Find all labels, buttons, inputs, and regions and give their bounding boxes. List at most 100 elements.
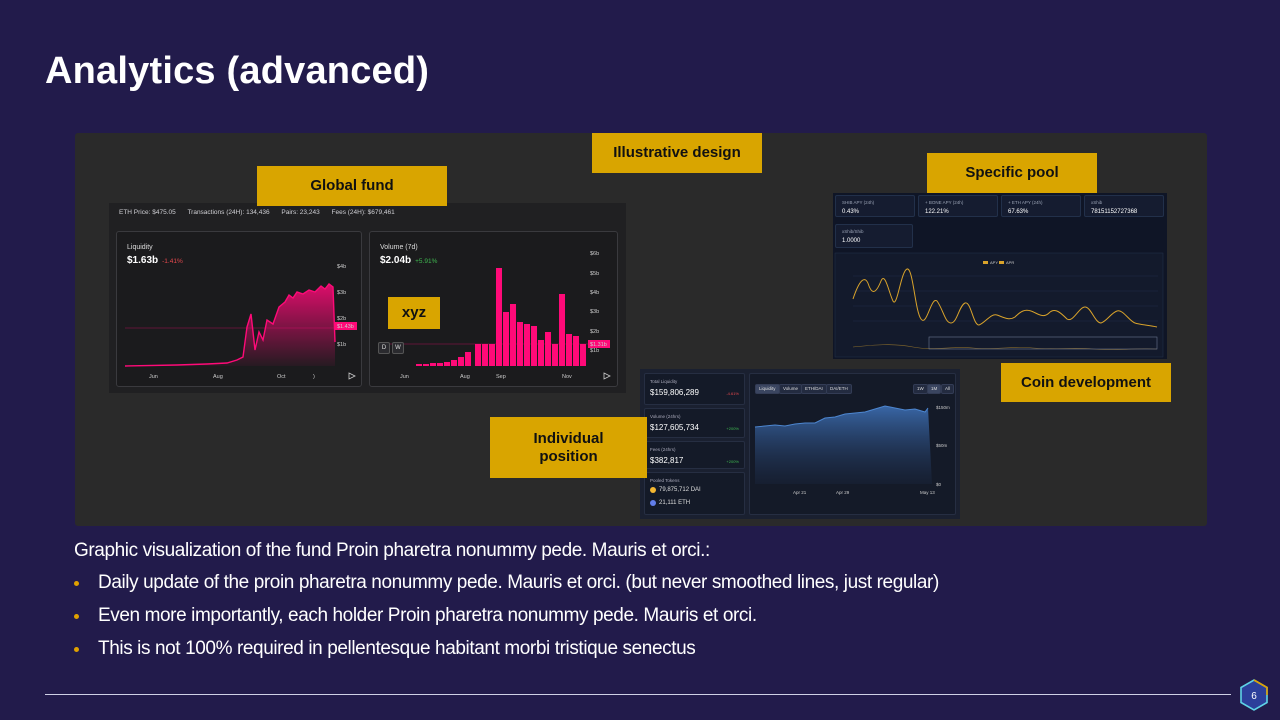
legend-apr: APR [1006,260,1014,265]
liquidity-chart: $4b $3b $2b $1b $1.43b Jun Aug Oct ) [124,264,357,380]
volume-change: +5.91% [415,258,438,265]
pool-stat: xShib 78151152727368 [1084,195,1164,217]
xyz-tag: xyz [388,297,440,329]
volume-value: $2.04b +5.91% [380,255,438,266]
liquidity-y-tick: $4b [337,264,346,270]
bullet-item: Daily update of the proin pharetra nonum… [74,572,939,605]
pool-stat: + ETH APY (24h) 67.63% [1001,195,1081,217]
volume-x-tick: Sep [496,374,506,380]
volume-x-tick: Jun [400,374,409,380]
range-1w[interactable]: 1W [913,384,928,394]
position-liquidity-chart: $150m $50m $0 Apr 21 Apr 29 May 13 [754,405,950,495]
liquidity-y-tick: $3b [337,290,346,296]
volume-y-tick: $5b [590,271,599,277]
volume-x-tick: Nov [562,374,572,380]
day-toggle-button[interactable]: D [378,342,390,354]
position-area [755,406,932,484]
bullet-dot [74,581,79,586]
fees-24h-card: Fees (24hrs) $382,817 +200% [644,441,745,469]
week-toggle-button[interactable]: W [392,342,404,354]
range-selector [928,336,1158,350]
position-y-tick: $0 [936,482,942,487]
liquidity-y-tick: $1b [337,342,346,348]
liquidity-label: Liquidity [127,244,153,251]
liquidity-marker-badge [335,322,357,330]
range-1m[interactable]: 1M [927,384,942,394]
volume-marker-badge [588,340,610,348]
coin-development-tag: Coin development [1001,363,1171,402]
pool-stat: xShib/Shib 1.0000 [835,224,913,248]
liquidity-value: $1.63b -1.41% [127,255,183,266]
legend-apy-swatch [983,261,988,264]
liquidity-marker-value: $1.43b [337,324,354,330]
page-number-badge: 6 [1240,679,1268,711]
volume-y-tick: $1b [590,348,599,354]
position-y-tick: $150m [936,405,950,410]
liquidity-x-tick: Aug [213,374,223,380]
apy-line [852,268,1158,328]
eth-token: 21,111 ETH [650,500,690,506]
individual-position-screenshot: Total Liquidity $159,806,289 -4.61% Volu… [640,369,960,519]
pairs-stat: Pairs: 23,243 [281,209,320,216]
legend-apy: APY [990,260,998,265]
volume-card: $6b $5b $4b $3b $2b $1b $1.31b Jun Aug S… [369,231,618,387]
global-fund-tag: Global fund [257,166,447,206]
pool-apy-chart: APY APR [834,252,1164,358]
legend-apr-swatch [999,261,1004,264]
global-stats-bar: ETH Price: $475.05 Transactions (24H): 1… [119,209,405,216]
position-line [754,405,929,428]
apr-line [852,344,1158,350]
dai-token: 79,875,712 DAI [650,487,701,493]
illustrative-design-tag: Illustrative design [592,133,762,173]
position-x-tick: Apr 21 [793,490,807,495]
global-fund-screenshot: ETH Price: $475.05 Transactions (24H): 1… [109,203,626,393]
bullet-list: Daily update of the proin pharetra nonum… [74,572,939,671]
intro-text: Graphic visualization of the fund Proin … [74,540,710,561]
liquidity-x-tick: Oct [277,374,286,380]
footer-divider [45,694,1231,695]
specific-pool-screenshot: SHIB APY (24h) 0.43% + BONE APY (24h) 122.… [833,193,1167,359]
liquidity-y-tick: $2b [337,316,346,322]
tab-eth-dai[interactable]: ETH/DAI [801,384,827,394]
position-chart-panel: Liquidity Volume ETH/DAI DAI/ETH 1W 1M A… [749,373,956,515]
liquidity-line [124,283,336,367]
volume-chart: $6b $5b $4b $3b $2b $1b $1.31b Jun Aug S… [380,251,611,380]
volume-y-tick: $2b [590,329,599,335]
transactions-stat: Transactions (24H): 134,436 [187,209,270,216]
volume-label: Volume (7d) [380,244,418,251]
liquidity-area [125,284,335,366]
page-number: 6 [1251,691,1257,702]
volume-24h-card: Volume (24hrs) $127,605,734 +200% [644,408,745,438]
individual-position-tag: Individual position [490,417,647,478]
pool-stat: SHIB APY (24h) 0.43% [835,195,915,217]
total-liquidity-card: Total Liquidity $159,806,289 -4.61% [644,373,745,405]
bullet-dot [74,614,79,619]
volume-bars [416,268,586,366]
bullet-item: Even more importantly, each holder Proin… [74,605,939,638]
tab-volume[interactable]: Volume [779,384,803,394]
play-icon [348,372,356,380]
dai-icon [650,487,656,493]
play-icon [603,372,611,380]
liquidity-card: $4b $3b $2b $1b $1.43b Jun Aug Oct ) Liq… [116,231,362,387]
liquidity-x-tick: Jun [149,374,158,380]
volume-y-tick: $6b [590,251,599,257]
fees-stat: Fees (24H): $679,461 [331,209,395,216]
volume-x-tick: Aug [460,374,470,380]
liquidity-change: -1.41% [162,258,183,265]
liquidity-x-tick: ) [313,374,315,380]
range-all[interactable]: All [941,384,955,394]
pool-stat: + BONE APY (24h) 122.21% [918,195,998,217]
tab-dai-eth[interactable]: DAI/ETH [826,384,852,394]
position-x-tick: May 13 [920,490,935,495]
volume-marker-value: $1.31b [590,342,607,348]
position-x-tick: Apr 29 [836,490,850,495]
eth-icon [650,500,656,506]
tab-liquidity[interactable]: Liquidity [755,384,780,394]
position-y-tick: $50m [936,443,948,448]
pooled-tokens-card: Pooled Tokens [644,472,745,515]
bullet-item: This is not 100% required in pellentesqu… [74,638,939,671]
specific-pool-tag: Specific pool [927,153,1097,193]
volume-y-tick: $4b [590,290,599,296]
eth-price: ETH Price: $475.05 [119,209,176,216]
